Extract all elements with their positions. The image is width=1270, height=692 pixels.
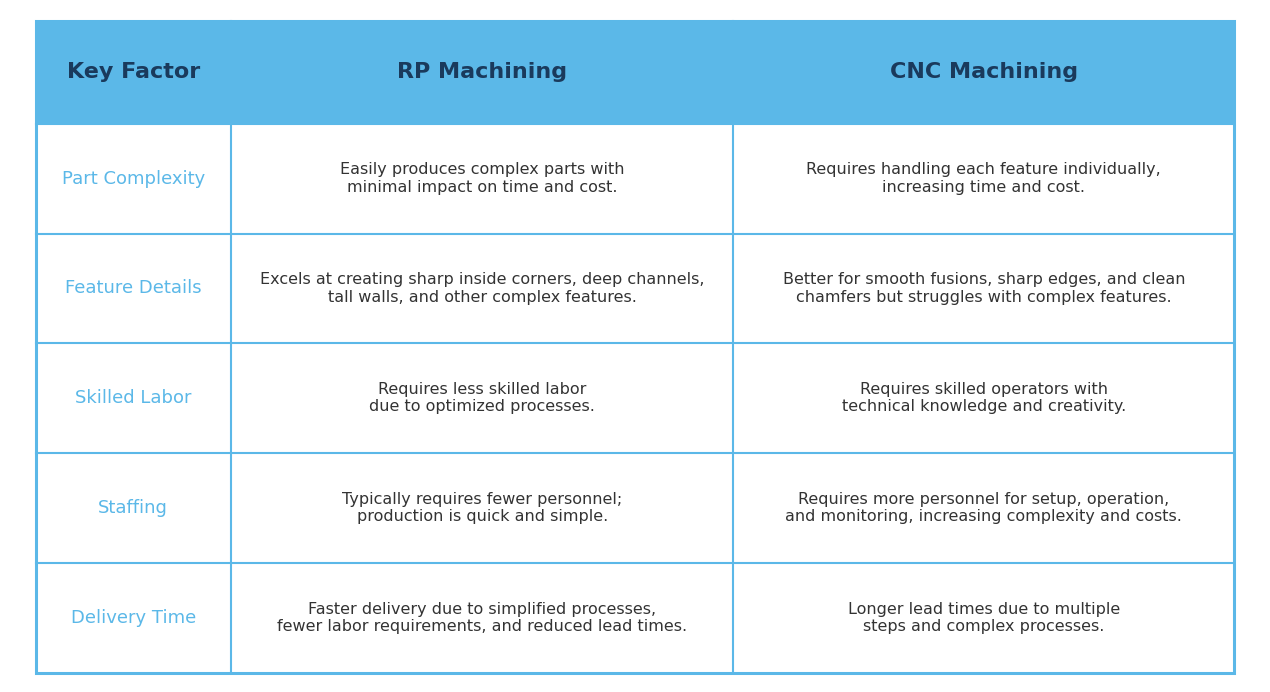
Text: Feature Details: Feature Details (65, 280, 202, 298)
Text: Easily produces complex parts with
minimal impact on time and cost.: Easily produces complex parts with minim… (340, 163, 625, 195)
Text: Skilled Labor: Skilled Labor (75, 389, 192, 407)
Bar (36, 343, 1234, 453)
Bar (36, 563, 1234, 673)
Text: Longer lead times due to multiple
steps and complex processes.: Longer lead times due to multiple steps … (848, 601, 1120, 634)
Text: Excels at creating sharp inside corners, deep channels,
tall walls, and other co: Excels at creating sharp inside corners,… (260, 272, 705, 304)
Text: Key Factor: Key Factor (66, 62, 199, 82)
Text: Better for smooth fusions, sharp edges, and clean
chamfers but struggles with co: Better for smooth fusions, sharp edges, … (782, 272, 1185, 304)
Bar (36, 233, 1234, 343)
Text: Requires more personnel for setup, operation,
and monitoring, increasing complex: Requires more personnel for setup, opera… (785, 492, 1182, 524)
Text: Delivery Time: Delivery Time (71, 609, 196, 627)
Bar (36, 453, 1234, 563)
Text: Staffing: Staffing (98, 499, 168, 517)
Text: Requires less skilled labor
due to optimized processes.: Requires less skilled labor due to optim… (370, 382, 596, 415)
Bar (36, 124, 1234, 233)
Text: Requires handling each feature individually,
increasing time and cost.: Requires handling each feature individua… (806, 163, 1161, 195)
Text: Faster delivery due to simplified processes,
fewer labor requirements, and reduc: Faster delivery due to simplified proces… (277, 601, 687, 634)
Text: Requires skilled operators with
technical knowledge and creativity.: Requires skilled operators with technica… (842, 382, 1126, 415)
Text: Typically requires fewer personnel;
production is quick and simple.: Typically requires fewer personnel; prod… (342, 492, 622, 524)
Bar (36, 21, 1234, 124)
Text: RP Machining: RP Machining (398, 62, 568, 82)
Text: Part Complexity: Part Complexity (62, 170, 204, 188)
Text: CNC Machining: CNC Machining (890, 62, 1078, 82)
